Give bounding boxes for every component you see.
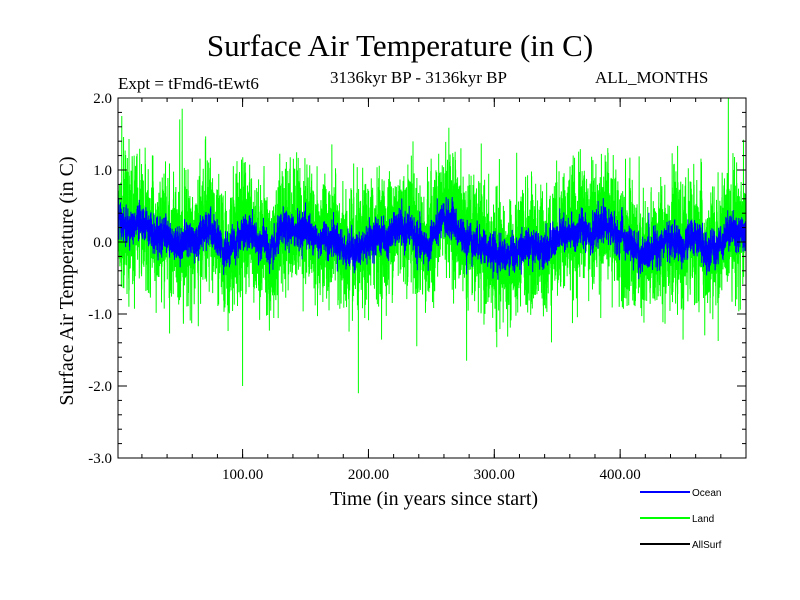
y-tick-label: 1.0	[93, 163, 112, 179]
legend-label-ocean: Ocean	[692, 488, 721, 499]
series-line-ocean	[117, 169, 747, 280]
y-tick-label: -1.0	[88, 307, 112, 323]
y-tick-label: 0.0	[93, 235, 112, 251]
legend-label-allsurf: AllSurf	[692, 540, 722, 551]
y-tick-label: -2.0	[88, 379, 112, 395]
months-label: ALL_MONTHS	[595, 68, 709, 87]
x-tick-label: 200.00	[348, 467, 389, 483]
y-tick-label: -3.0	[88, 451, 112, 467]
series-layer	[117, 97, 747, 394]
chart-title: Surface Air Temperature (in C)	[206, 28, 594, 63]
x-axis-label: Time (in years since start)	[330, 488, 538, 510]
legend: Ocean Land AllSurf	[640, 488, 722, 551]
x-tick-label: 100.00	[222, 467, 263, 483]
x-tick-label: 400.00	[600, 467, 641, 483]
plot-frame	[117, 97, 747, 459]
y-tick-label: 2.0	[93, 91, 112, 107]
x-tick-label: 300.00	[474, 467, 515, 483]
period-label: 3136kyr BP - 3136kyr BP	[330, 68, 507, 87]
y-axis-label: Surface Air Temperature (in C)	[56, 156, 78, 405]
axes-layer: -3.0 -2.0 -1.0 0.0 1.0 2.0 100.00 200.00 300.00 4…	[88, 91, 747, 483]
experiment-label: Expt = tFmd6-tEwt6	[118, 74, 259, 93]
legend-label-land: Land	[692, 514, 714, 525]
